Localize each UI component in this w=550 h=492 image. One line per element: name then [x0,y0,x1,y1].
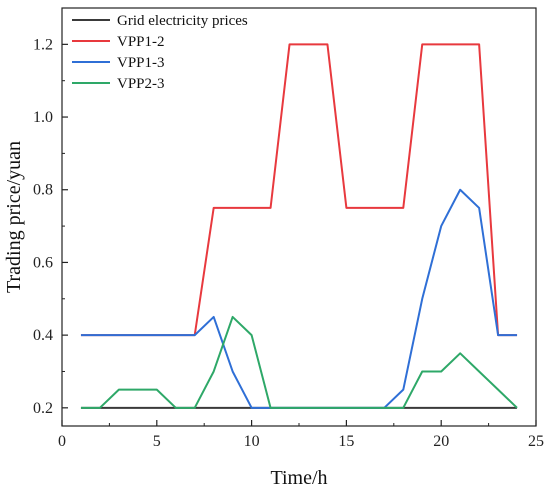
x-tick-label: 20 [433,433,449,450]
legend-label: VPP1-2 [117,34,165,50]
x-axis-title: Time/h [270,467,327,489]
x-tick-label: 0 [58,433,66,450]
legend-label: Grid electricity prices [117,13,248,29]
y-tick-label: 0.8 [33,182,53,199]
x-tick-label: 25 [528,433,544,450]
axis-layer: 0 5 10 15 20 25 0.2 0.4 0.6 0.8 1.0 1.2 [33,36,544,450]
y-axis-title: Trading price/yuan [3,141,25,293]
series-layer [80,43,518,409]
legend-label: VPP2-3 [117,76,165,92]
y-tick-label: 1.0 [33,109,53,126]
legend: Grid electricity prices VPP1-2 VPP1-3 VPP2-… [72,13,248,92]
x-tick-label: 10 [244,433,260,450]
y-tick-label: 0.4 [33,327,53,344]
x-tick-label: 15 [338,433,354,450]
legend-label: VPP1-3 [117,55,165,71]
series-line-vpp2-3 [80,315,518,409]
y-tick-label: 0.2 [33,400,53,417]
y-tick-label: 1.2 [33,36,53,53]
x-tick-label: 5 [153,433,161,450]
y-tick-label: 0.6 [33,254,53,271]
